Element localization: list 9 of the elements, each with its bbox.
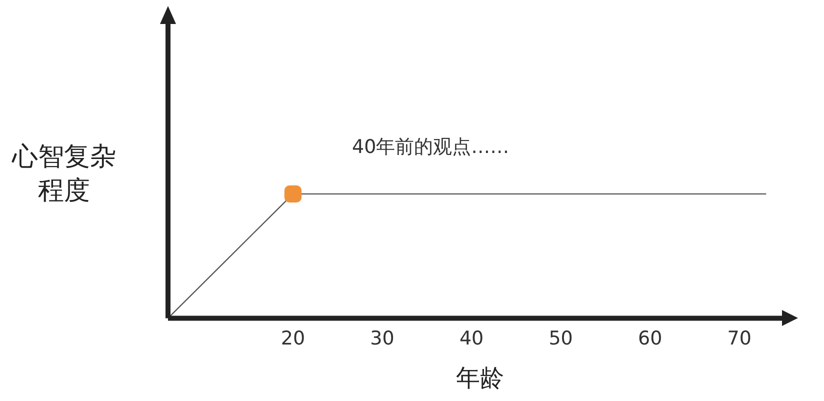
x-tick-label: 20 <box>280 328 306 350</box>
x-tick-label: 50 <box>548 328 573 350</box>
x-tick-label: 40 <box>459 328 484 350</box>
x-tick-label: 70 <box>727 328 752 350</box>
x-tick-label: 60 <box>638 328 662 350</box>
x-tick-label: 30 <box>370 328 394 350</box>
y-axis-title: 心智复杂程度 <box>10 141 117 208</box>
x-axis-title: 年龄 <box>455 363 505 394</box>
text: 40年前的观点…… <box>352 136 510 158</box>
